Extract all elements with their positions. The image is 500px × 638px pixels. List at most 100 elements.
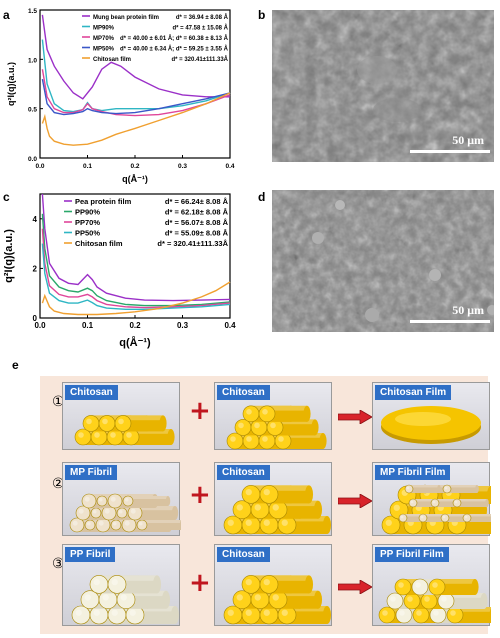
- cylinder-shine: [75, 609, 82, 616]
- cylinder-face: [125, 605, 145, 625]
- cylinder-face: [268, 500, 288, 520]
- cylinder-back-cap: [489, 608, 491, 622]
- cylinder-face: [250, 590, 270, 610]
- row2-right-tag: MP Fibril Film: [375, 465, 451, 480]
- cylinder-shine: [385, 519, 392, 526]
- row3-left-box: PP Fibril: [62, 544, 180, 626]
- cylinder-shine: [263, 609, 270, 616]
- sem-texture-d: [272, 190, 494, 332]
- cylinder-back-cap: [152, 575, 162, 594]
- cylinder-highlight: [126, 590, 166, 597]
- panel-letter-c: c: [3, 190, 10, 204]
- cylinder-face: [136, 519, 148, 531]
- cylinder-shine: [262, 436, 268, 442]
- cylinder-shine: [245, 579, 252, 586]
- x-tick-label: 0.4: [225, 163, 234, 170]
- cylinder-face: [80, 590, 100, 610]
- y-tick-label: 2: [33, 264, 38, 273]
- cylinder-shine: [236, 504, 243, 511]
- cylinder-face: [242, 405, 260, 423]
- cylinder-body: [423, 514, 453, 522]
- cylinder-face: [259, 485, 279, 504]
- panel-letter-a: a: [3, 8, 10, 22]
- cylinder-body: [278, 590, 318, 609]
- panel-letter-e: e: [12, 358, 19, 372]
- cylinder-shine: [111, 579, 118, 586]
- cylinder-back-cap: [485, 499, 489, 507]
- cylinder-face: [81, 493, 97, 509]
- cylinder: [277, 605, 332, 625]
- cylinder-shine: [129, 609, 136, 616]
- cylinder-shine: [110, 432, 116, 438]
- cylinder-shine: [441, 596, 447, 602]
- cylinder-back-cap: [471, 579, 479, 595]
- plus-sign-1: +: [189, 396, 211, 426]
- cylinder-shine: [93, 579, 100, 586]
- row3-right-tag: PP Fibril Film: [375, 547, 449, 562]
- cylinder-body: [135, 606, 175, 624]
- plus-sign-2: +: [189, 480, 211, 510]
- cylinder-shine: [432, 500, 436, 504]
- cylinder-face: [69, 517, 85, 533]
- series-line-0: [41, 14, 230, 100]
- schematic-panel-e: ① Chitosan + Chitosan Chitosan Film ② MP…: [40, 376, 491, 634]
- cylinder-body: [446, 593, 484, 609]
- y-tick-label: 0.0: [28, 156, 37, 163]
- cylinder-highlight: [409, 485, 439, 488]
- cylinder: [136, 519, 181, 531]
- legend-label-2: MP70%: [93, 36, 115, 42]
- cylinder-face: [89, 575, 109, 594]
- cylinder-shine: [254, 504, 261, 511]
- cylinder-face: [408, 498, 418, 508]
- panel-letter-d: d: [258, 190, 266, 204]
- cylinder-body: [117, 575, 157, 594]
- cylinder-back-cap: [165, 496, 171, 506]
- cylinder-highlight: [403, 514, 433, 517]
- cylinder-highlight: [455, 607, 491, 612]
- cylinder-face: [241, 515, 261, 535]
- cylinder-shine: [263, 489, 270, 496]
- cylinder-face: [452, 498, 462, 508]
- cylinder-shine: [84, 496, 90, 502]
- cylinder-body: [278, 500, 318, 519]
- cylinder-highlight: [437, 579, 475, 584]
- chitosan-cylinder-stack-icon: [223, 575, 332, 625]
- cylinder: [114, 415, 167, 432]
- cylinder-back-cap: [170, 606, 180, 624]
- cylinder-face: [418, 513, 428, 523]
- y-tick-label: 1.0: [28, 57, 37, 64]
- cylinder-shine: [139, 522, 143, 526]
- cylinder-body: [142, 520, 181, 530]
- row1-left-tag: Chitosan: [65, 385, 118, 400]
- cylinder-shine: [78, 508, 84, 514]
- cylinder-face: [378, 606, 396, 624]
- legend-label-1: MP90%: [93, 26, 115, 32]
- cylinder: [107, 575, 162, 594]
- cylinder-face: [404, 484, 414, 494]
- cylinder: [116, 590, 171, 610]
- sem-image-b: 50 μm: [272, 10, 494, 162]
- x-tick-label: 0.3: [178, 163, 187, 170]
- cylinder-back-cap: [475, 485, 479, 493]
- cylinder-back-cap: [319, 433, 327, 449]
- cylinder-shine: [236, 594, 243, 601]
- cylinder-highlight: [269, 575, 309, 581]
- x-tick-label: 0.0: [35, 163, 44, 170]
- cylinder: [268, 500, 323, 520]
- cylinder-face: [259, 605, 279, 625]
- x-tick-label: 0.0: [34, 321, 46, 330]
- cylinder: [127, 505, 179, 521]
- cylinder-back-cap: [304, 485, 314, 504]
- legend-annotation-3: d* = 40.00 ± 6.34 Å; d* = 59.25 ± 3.55 Å: [120, 46, 229, 53]
- cylinder-face: [234, 419, 252, 436]
- cylinder-highlight: [435, 499, 465, 502]
- cylinder-face: [96, 495, 108, 507]
- chitosan-cylinder-stack-icon: [223, 485, 332, 535]
- cylinder-highlight: [123, 415, 163, 421]
- legend-annotation-0: d* = 36.94 ± 8.08 Å: [176, 14, 229, 21]
- cylinder-body: [283, 433, 323, 449]
- chitosan-film-disc-icon: [381, 406, 481, 444]
- cylinder: [266, 419, 319, 436]
- row3-mid-tag: Chitosan: [217, 547, 270, 562]
- cylinder-face: [116, 507, 128, 519]
